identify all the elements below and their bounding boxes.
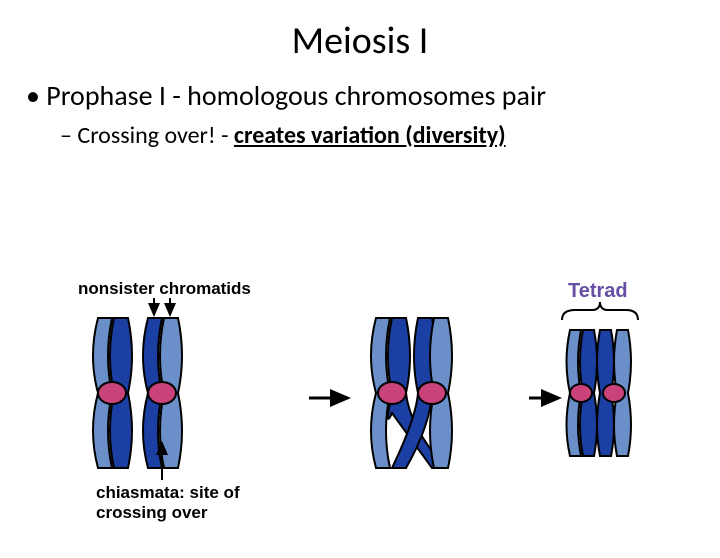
page-title: Meiosis I [0, 18, 720, 64]
tetrad-brace [562, 302, 638, 320]
tetrad-group [567, 330, 632, 456]
chiasmata-line1: chiasmata: site of [96, 483, 240, 503]
bullet2-bold: creates variation (diversity) [234, 121, 506, 150]
chromosome-pair-2-crossing-over [371, 318, 452, 468]
homolog-right [143, 318, 182, 468]
bullet2-prefix: Crossing over! - [77, 121, 234, 150]
homolog-left [93, 318, 132, 468]
bullet-prophase: Prophase I - homologous chromosomes pair [26, 78, 720, 113]
label-nonsister-chromatids: nonsister chromatids [78, 279, 251, 299]
bullet-crossing-over: – Crossing over! - creates variation (di… [60, 121, 720, 150]
label-tetrad: Tetrad [568, 280, 628, 303]
chiasmata-line2: crossing over [96, 503, 240, 523]
label-chiasmata: chiasmata: site of crossing over [96, 483, 240, 524]
chromosome-pair-1 [93, 318, 182, 468]
